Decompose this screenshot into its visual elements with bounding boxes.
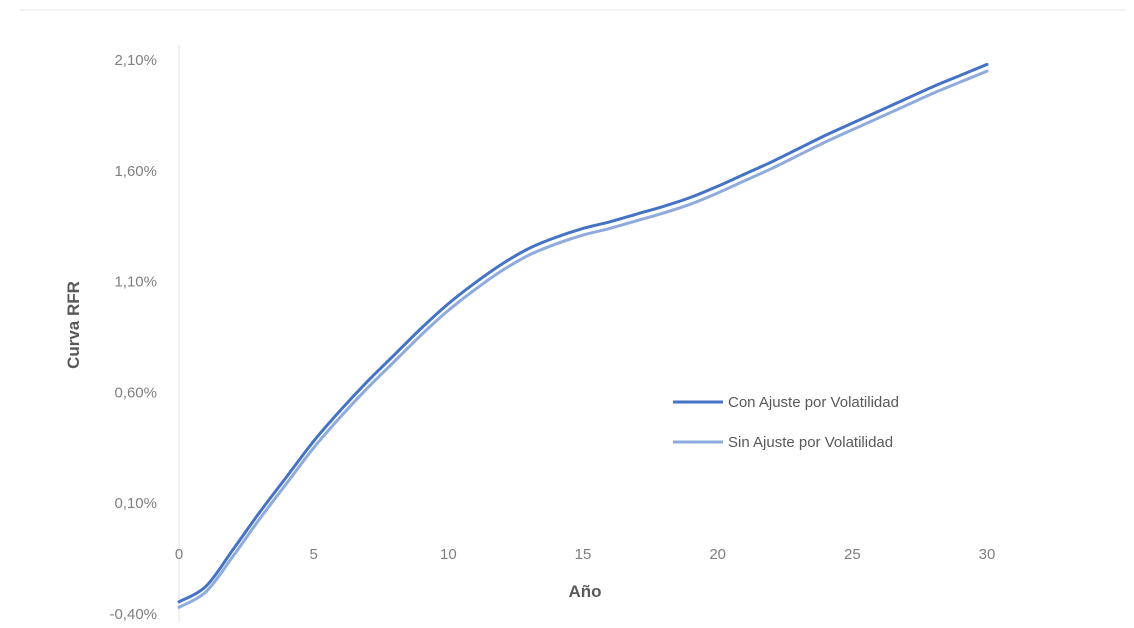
y-tick-label: 0,60% <box>114 384 157 401</box>
x-tick-label: 0 <box>175 546 183 563</box>
x-tick-label: 5 <box>309 546 317 563</box>
x-tick-label: 15 <box>575 546 592 563</box>
y-tick-label: 1,10% <box>114 274 157 291</box>
x-tick-label: 25 <box>844 546 861 563</box>
x-tick-label: 30 <box>979 546 996 563</box>
y-tick-label: -0,40% <box>109 606 157 623</box>
x-tick-label: 20 <box>709 546 726 563</box>
y-tick-label: 0,10% <box>114 495 157 512</box>
y-axis-title: Curva RFR <box>64 281 83 369</box>
legend: Con Ajuste por Volatilidad Sin Ajuste por… <box>673 394 899 451</box>
series-line-con-ajuste-por-volatilidad <box>177 62 989 604</box>
x-axis-title: Año <box>568 582 601 601</box>
y-tick-label: 2,10% <box>114 52 157 69</box>
legend-label: Sin Ajuste por Volatilidad <box>728 434 893 451</box>
legend-label: Con Ajuste por Volatilidad <box>728 394 899 411</box>
x-tick-label: 10 <box>440 546 457 563</box>
y-tick-label: 1,60% <box>114 163 157 180</box>
plot-area: -0,40% 0,10% 0,60% 1,10% 1,60% 2,10% 0 5 10 15 20 2… <box>109 45 995 623</box>
series-line-sin-ajuste-por-volatilidad <box>177 69 989 609</box>
